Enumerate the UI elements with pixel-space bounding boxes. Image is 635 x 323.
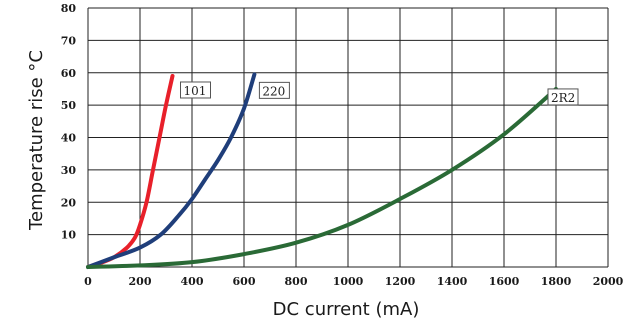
y-tick-label: 40 bbox=[61, 132, 77, 145]
x-tick-label: 1200 bbox=[385, 275, 416, 288]
x-tick-label: 600 bbox=[233, 275, 256, 288]
x-axis-title: DC current (mA) bbox=[273, 299, 420, 320]
series-label-box bbox=[547, 88, 579, 106]
y-tick-label: 60 bbox=[61, 67, 77, 80]
x-tick-label: 1600 bbox=[489, 275, 520, 288]
x-tick-label: 0 bbox=[84, 275, 92, 288]
y-tick-label: 70 bbox=[61, 34, 77, 47]
series-labels: 101 220 2R2 bbox=[180, 81, 579, 106]
series-label-220: 220 bbox=[262, 84, 285, 98]
x-tick-label: 200 bbox=[129, 275, 152, 288]
y-tick-labels: 10 20 30 40 50 60 70 80 bbox=[61, 2, 77, 242]
series-label-101: 101 bbox=[184, 84, 207, 98]
series-line-2R2 bbox=[86, 86, 558, 269]
y-tick-label: 20 bbox=[61, 196, 77, 209]
y-tick-label: 10 bbox=[61, 229, 77, 242]
y-tick-label: 30 bbox=[61, 164, 77, 177]
series-label-box bbox=[180, 81, 211, 99]
x-tick-labels: 0 200 400 600 800 1000 1200 1400 1600 1800 2000 bbox=[84, 275, 623, 288]
y-tick-label: 50 bbox=[61, 99, 77, 112]
series-label-box bbox=[258, 81, 290, 99]
series-label-2R2: 2R2 bbox=[551, 91, 575, 105]
series-lines bbox=[86, 72, 558, 269]
y-axis-title: Temperature rise °C bbox=[26, 50, 47, 231]
x-tick-label: 1400 bbox=[437, 275, 468, 288]
series-line-220 bbox=[86, 72, 257, 269]
grid bbox=[87, 7, 609, 268]
x-tick-label: 1800 bbox=[541, 275, 572, 288]
x-tick-label: 800 bbox=[285, 275, 308, 288]
x-tick-label: 400 bbox=[181, 275, 204, 288]
x-tick-label: 1000 bbox=[333, 275, 364, 288]
x-tick-label: 2000 bbox=[593, 275, 624, 288]
y-tick-label: 80 bbox=[61, 2, 77, 15]
